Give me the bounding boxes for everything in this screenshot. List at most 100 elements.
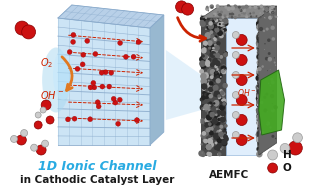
Circle shape xyxy=(96,104,101,109)
Circle shape xyxy=(222,64,226,68)
Circle shape xyxy=(208,41,212,44)
Circle shape xyxy=(257,112,264,118)
Circle shape xyxy=(259,134,262,136)
Circle shape xyxy=(259,91,262,94)
Circle shape xyxy=(258,101,260,103)
Circle shape xyxy=(212,85,215,88)
Circle shape xyxy=(237,7,238,8)
Circle shape xyxy=(223,143,225,145)
Circle shape xyxy=(258,35,260,37)
Circle shape xyxy=(258,60,260,62)
Circle shape xyxy=(46,116,54,124)
Circle shape xyxy=(217,116,222,122)
Circle shape xyxy=(256,146,262,152)
Circle shape xyxy=(242,7,246,11)
Circle shape xyxy=(241,6,245,9)
Circle shape xyxy=(223,28,227,32)
Circle shape xyxy=(220,28,225,33)
Circle shape xyxy=(205,94,210,99)
Circle shape xyxy=(231,16,233,19)
Circle shape xyxy=(218,112,225,119)
Circle shape xyxy=(269,126,272,129)
Circle shape xyxy=(215,29,219,33)
Circle shape xyxy=(208,86,214,92)
Circle shape xyxy=(80,62,85,67)
Circle shape xyxy=(208,110,214,116)
Circle shape xyxy=(209,21,213,26)
Circle shape xyxy=(257,120,263,126)
Circle shape xyxy=(259,18,260,20)
Circle shape xyxy=(258,146,260,147)
Circle shape xyxy=(205,44,210,49)
Circle shape xyxy=(224,21,228,26)
Circle shape xyxy=(210,119,214,123)
Circle shape xyxy=(200,62,207,69)
Circle shape xyxy=(214,36,217,39)
Circle shape xyxy=(258,88,262,91)
Circle shape xyxy=(95,100,100,105)
Circle shape xyxy=(211,136,214,139)
Circle shape xyxy=(273,50,275,51)
Circle shape xyxy=(258,52,259,53)
Circle shape xyxy=(259,45,260,47)
Circle shape xyxy=(273,9,276,12)
Circle shape xyxy=(218,108,219,109)
Circle shape xyxy=(258,32,260,34)
Circle shape xyxy=(81,52,86,57)
Circle shape xyxy=(272,12,274,14)
Circle shape xyxy=(268,83,270,84)
Circle shape xyxy=(200,78,207,85)
Circle shape xyxy=(259,62,261,64)
Circle shape xyxy=(257,53,263,60)
Circle shape xyxy=(201,107,205,110)
Circle shape xyxy=(257,16,264,22)
Circle shape xyxy=(258,26,261,29)
Circle shape xyxy=(210,69,214,74)
Circle shape xyxy=(219,17,223,21)
Circle shape xyxy=(256,108,263,114)
Circle shape xyxy=(236,74,247,85)
Circle shape xyxy=(257,112,262,116)
Circle shape xyxy=(262,73,265,75)
Circle shape xyxy=(31,144,38,151)
Circle shape xyxy=(256,121,262,126)
Circle shape xyxy=(234,16,237,19)
Circle shape xyxy=(258,61,261,64)
Circle shape xyxy=(266,13,267,15)
Circle shape xyxy=(259,101,261,103)
Circle shape xyxy=(258,23,262,27)
Circle shape xyxy=(123,54,128,59)
Circle shape xyxy=(115,121,120,126)
Circle shape xyxy=(204,47,207,50)
Circle shape xyxy=(220,103,222,105)
Circle shape xyxy=(227,6,231,11)
Circle shape xyxy=(256,97,262,102)
Circle shape xyxy=(232,112,239,119)
Circle shape xyxy=(259,129,261,131)
Circle shape xyxy=(258,7,260,10)
Circle shape xyxy=(259,16,262,18)
Circle shape xyxy=(265,57,269,60)
Circle shape xyxy=(258,38,263,43)
Circle shape xyxy=(218,109,221,111)
Circle shape xyxy=(259,12,261,14)
Circle shape xyxy=(209,121,210,122)
Circle shape xyxy=(259,38,262,41)
Circle shape xyxy=(265,93,268,96)
Circle shape xyxy=(258,18,261,20)
Circle shape xyxy=(271,5,275,9)
Circle shape xyxy=(257,70,260,73)
Circle shape xyxy=(117,40,122,46)
Circle shape xyxy=(204,132,206,134)
Circle shape xyxy=(258,140,262,143)
Polygon shape xyxy=(58,18,150,145)
Circle shape xyxy=(257,52,263,58)
Circle shape xyxy=(257,19,261,23)
Circle shape xyxy=(256,43,262,48)
Circle shape xyxy=(257,127,261,131)
Circle shape xyxy=(218,96,221,99)
Circle shape xyxy=(259,116,261,118)
Circle shape xyxy=(208,126,214,132)
Circle shape xyxy=(214,142,217,144)
Circle shape xyxy=(257,90,262,94)
